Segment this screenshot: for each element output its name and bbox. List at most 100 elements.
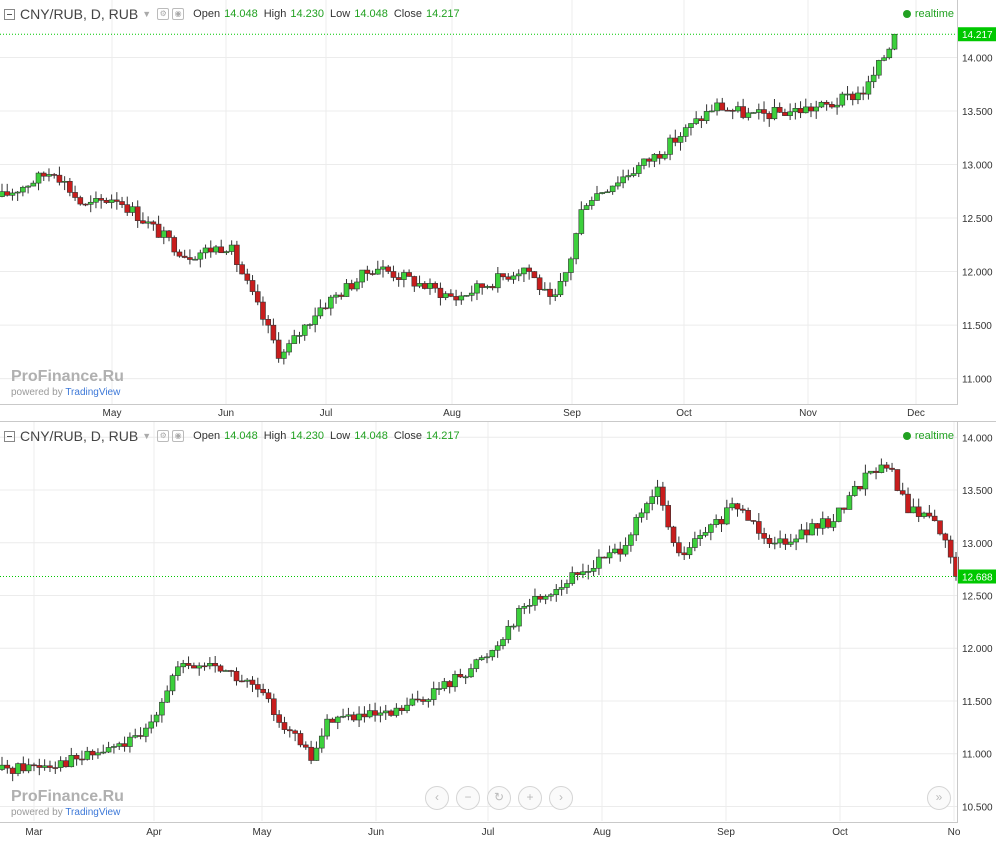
candle-down	[432, 283, 439, 289]
candle-up	[95, 752, 101, 756]
candle-up	[116, 743, 123, 747]
last-price-label: 12.688	[962, 573, 993, 584]
scroll-to-end-icon[interactable]: »	[927, 786, 951, 810]
symbol-label[interactable]: CNY/RUB, D, RUB	[20, 428, 139, 444]
candle-up	[578, 209, 585, 234]
candle-down	[292, 730, 298, 734]
time-scale[interactable]	[0, 404, 958, 422]
realtime-label: realtime	[914, 8, 954, 20]
zoom-out-icon[interactable]: −	[456, 786, 480, 810]
candle-down	[698, 118, 705, 122]
tradingview-link[interactable]: TradingView	[65, 387, 121, 398]
candle-down	[72, 192, 78, 198]
chevron-down-icon[interactable]: ▼	[142, 9, 152, 19]
zoom-in-icon[interactable]: +	[518, 786, 542, 810]
candle-up	[377, 712, 384, 716]
scroll-right-icon[interactable]: ›	[549, 786, 573, 810]
candle-down	[218, 246, 225, 254]
candle-up	[100, 751, 107, 754]
candle-up	[594, 193, 600, 201]
candle-up	[494, 645, 501, 651]
candle-down	[308, 746, 314, 761]
realtime-indicator: realtime	[902, 8, 954, 20]
chevron-down-icon[interactable]: ▼	[142, 431, 152, 441]
chart-canvas[interactable]: 14.000 13.500 13.000 12.500 12.000 11.500 11.0…	[0, 0, 996, 421]
candle-down	[505, 276, 512, 280]
candle-up	[818, 101, 825, 108]
candle-up	[622, 545, 629, 555]
candle-up	[697, 535, 703, 539]
candle-up	[516, 607, 522, 627]
candle-up	[404, 704, 410, 711]
candle-up	[771, 542, 778, 545]
candle-up	[57, 760, 64, 768]
candle-down	[52, 767, 59, 769]
price-scale[interactable]	[957, 0, 996, 404]
price-tick-label: 11.500	[962, 697, 992, 708]
candle-down	[670, 526, 677, 543]
candle-up	[145, 221, 151, 224]
hide-icon[interactable]: ◉	[172, 430, 185, 442]
candle-up	[606, 552, 613, 559]
candle-down	[265, 692, 272, 700]
candle-up	[153, 714, 160, 723]
status-dot-icon	[902, 10, 911, 18]
collapse-legend-icon[interactable]	[4, 430, 15, 442]
candle-down	[364, 269, 371, 274]
candle-down	[718, 519, 725, 525]
candle-down	[47, 765, 53, 768]
time-scale[interactable]	[0, 822, 958, 843]
candle-up	[844, 93, 851, 96]
scroll-left-icon[interactable]: ‹	[425, 786, 449, 810]
candle-up	[478, 657, 485, 661]
time-tick-label: Aug	[443, 408, 461, 419]
candle-down	[191, 665, 197, 669]
candle-up	[688, 123, 694, 128]
candle-down	[453, 296, 459, 301]
hide-icon[interactable]: ◉	[172, 8, 185, 20]
candle-down	[420, 699, 426, 702]
candle-down	[574, 572, 581, 575]
candle-down	[181, 255, 188, 258]
candle-down	[40, 172, 47, 177]
symbol-label[interactable]: CNY/RUB, D, RUB	[20, 6, 139, 22]
watermark-brand: ProFinance.Ru	[11, 368, 124, 385]
chart-canvas[interactable]: 14.000 13.500 13.000 12.500 12.000 11.500 11.0…	[0, 422, 996, 842]
candle-up	[111, 746, 117, 748]
candle-down	[260, 301, 266, 320]
candle-up	[552, 294, 559, 297]
powered-by: powered by TradingView	[11, 807, 124, 818]
candle-up	[604, 191, 611, 194]
candle-up	[682, 127, 689, 137]
candle-up	[354, 281, 360, 290]
candle-up	[425, 699, 432, 702]
candle-down	[421, 283, 428, 289]
price-tick-label: 12.000	[962, 268, 993, 279]
chart-panel-top[interactable]: 14.000 13.500 13.000 12.500 12.000 11.500 11.0…	[0, 0, 996, 421]
tradingview-link[interactable]: TradingView	[65, 807, 121, 818]
candle-up	[846, 495, 853, 510]
candle-up	[452, 674, 458, 688]
candle-down	[766, 538, 773, 544]
candle-up	[729, 503, 735, 509]
collapse-legend-icon[interactable]	[4, 8, 15, 20]
settings-icon[interactable]: ⚙	[157, 430, 170, 442]
candle-down	[547, 288, 553, 297]
price-scale[interactable]	[957, 422, 996, 822]
candle-up	[862, 472, 869, 490]
candle-up	[702, 532, 709, 536]
candle-down	[849, 93, 856, 101]
candle-up	[61, 180, 68, 183]
settings-icon[interactable]: ⚙	[157, 8, 170, 20]
time-tick-label: Dec	[907, 408, 925, 419]
candle-down	[207, 247, 214, 253]
close-label: Close	[393, 430, 422, 442]
reset-icon[interactable]: ↻	[487, 786, 511, 810]
price-tick-label: 13.000	[962, 161, 993, 172]
candle-up	[301, 324, 308, 336]
high-label: High	[263, 430, 287, 442]
candle-up	[213, 246, 219, 253]
candle-up	[588, 200, 595, 206]
candle-down	[823, 101, 830, 105]
chart-panel-bottom[interactable]: 14.000 13.500 13.000 12.500 12.000 11.500 11.0…	[0, 421, 996, 842]
